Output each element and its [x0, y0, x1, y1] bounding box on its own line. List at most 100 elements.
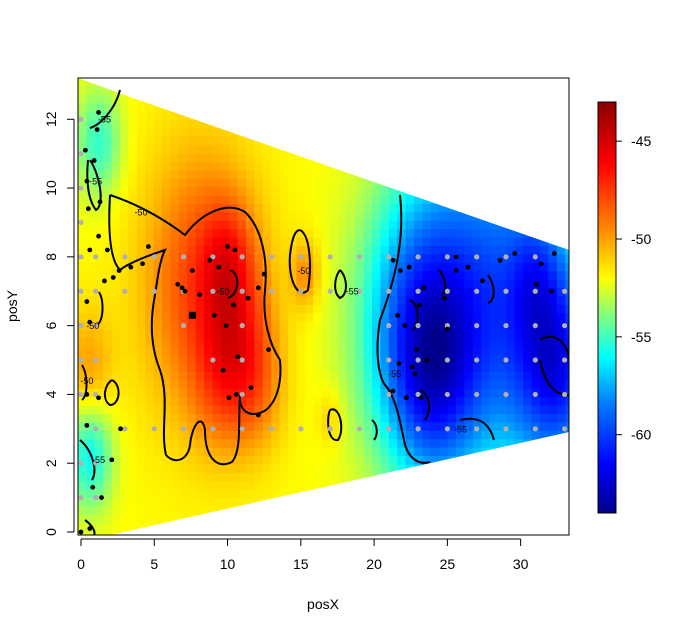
heat-cell — [271, 262, 281, 272]
heat-cell — [481, 414, 491, 423]
heat-cell — [128, 304, 138, 314]
heat-cell — [498, 430, 507, 440]
heat-cell — [489, 355, 499, 365]
heat-cell — [388, 514, 398, 524]
heat-cell — [279, 346, 289, 356]
heat-cell — [120, 355, 129, 365]
heat-cell — [162, 145, 171, 155]
heat-cell — [120, 506, 129, 516]
heat-cell — [447, 86, 457, 96]
heat-cell — [153, 514, 163, 524]
heat-cell — [363, 498, 373, 507]
heat-cell — [94, 120, 104, 129]
heat-cell — [212, 195, 222, 205]
heat-cell — [246, 481, 255, 491]
heat-cell — [514, 103, 524, 113]
heat-cell — [472, 279, 482, 289]
heat-cell — [514, 514, 524, 524]
heat-cell — [313, 94, 323, 104]
reference-point — [562, 357, 568, 363]
heat-cell — [170, 321, 180, 331]
heat-cell — [422, 170, 432, 180]
heat-cell — [498, 246, 507, 255]
heat-cell — [422, 422, 432, 432]
heat-cell — [330, 237, 339, 247]
heat-cell — [414, 145, 423, 155]
heat-cell — [153, 170, 163, 180]
heat-cell — [565, 178, 569, 188]
heat-cell — [523, 514, 533, 524]
heat-cell — [498, 136, 507, 146]
heat-cell — [548, 153, 558, 163]
heat-cell — [262, 355, 272, 365]
heat-cell — [86, 136, 96, 146]
heat-cell — [565, 262, 569, 272]
heat-cell — [506, 162, 516, 171]
heat-cell — [330, 489, 339, 499]
heat-cell — [464, 380, 474, 390]
heat-cell — [388, 414, 398, 423]
heat-cell — [472, 447, 482, 457]
measurement-point — [465, 264, 471, 270]
reference-point — [415, 254, 421, 260]
reference-point — [298, 426, 304, 432]
heat-cell — [246, 514, 255, 524]
heat-cell — [111, 388, 121, 398]
heat-cell — [439, 204, 449, 213]
heat-cell — [187, 195, 197, 205]
heat-cell — [430, 397, 440, 407]
heat-cell — [388, 422, 398, 432]
heat-cell — [372, 330, 381, 339]
heat-cell — [388, 145, 398, 155]
heat-cell — [212, 220, 222, 230]
heat-cell — [498, 523, 507, 533]
heat-cell — [565, 514, 569, 524]
heat-cell — [111, 111, 121, 121]
heat-cell — [212, 506, 222, 516]
heat-cell — [498, 380, 507, 390]
heat-cell — [456, 94, 465, 104]
heat-cell — [447, 439, 457, 449]
heat-cell — [204, 279, 213, 289]
heat-cell — [363, 153, 373, 163]
heat-cell — [313, 464, 323, 474]
heat-cell — [338, 78, 348, 87]
heat-cell — [162, 271, 171, 281]
heat-cell — [145, 447, 155, 457]
heat-cell — [514, 321, 524, 331]
colorbar-tick-label: -55 — [631, 329, 651, 345]
heat-cell — [220, 414, 230, 423]
y-tick-label: 6 — [43, 322, 59, 330]
heat-cell — [506, 439, 516, 449]
heat-cell — [372, 523, 381, 533]
heat-cell — [321, 330, 331, 339]
heat-cell — [338, 86, 348, 96]
heat-cell — [556, 288, 566, 297]
heat-cell — [237, 498, 247, 507]
heat-cell — [556, 170, 566, 180]
heat-cell — [380, 204, 390, 213]
heat-cell — [422, 178, 432, 188]
heat-cell — [330, 481, 339, 491]
heat-cell — [279, 120, 289, 129]
heat-cell — [178, 330, 188, 339]
heat-cell — [136, 237, 146, 247]
heat-cell — [288, 498, 297, 507]
heat-cell — [313, 136, 323, 146]
heat-cell — [346, 489, 356, 499]
heat-cell — [145, 296, 155, 306]
heat-cell — [162, 447, 171, 457]
heat-cell — [464, 86, 474, 96]
contour-line — [437, 269, 447, 296]
heat-cell — [481, 514, 491, 524]
reference-point — [239, 288, 245, 294]
heat-cell — [506, 128, 516, 138]
heat-cell — [153, 111, 163, 121]
heat-cell — [271, 472, 281, 482]
heat-cell — [288, 246, 297, 255]
heat-cell — [556, 262, 566, 272]
heat-cell — [229, 430, 239, 440]
heat-cell — [523, 187, 533, 197]
heat-cell — [548, 506, 558, 516]
heat-cell — [464, 195, 474, 205]
